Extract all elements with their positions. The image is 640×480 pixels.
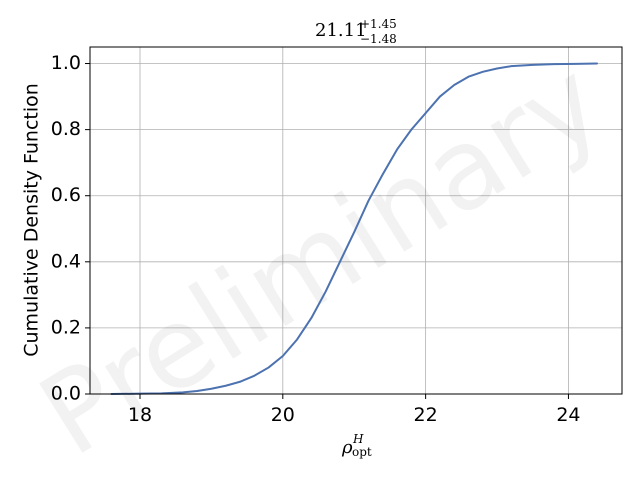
x-ticks: 18 20 22 24 — [128, 394, 581, 426]
y-tick-label: 0.6 — [51, 184, 81, 206]
title-base: 21.11 — [315, 20, 367, 41]
y-tick-label: 0.8 — [51, 118, 81, 140]
axes-frame — [89, 46, 623, 395]
plot-area — [90, 47, 622, 394]
x-tick-label: 20 — [271, 404, 295, 426]
title-upper: +1.45 — [360, 17, 397, 31]
xlabel-base: ρ — [341, 437, 353, 458]
x-tick-label: 18 — [128, 404, 152, 426]
title-lower: −1.48 — [360, 32, 397, 46]
x-axis-label: ρ H opt — [341, 432, 372, 459]
y-axis-label: Cumulative Density Function — [21, 83, 43, 357]
y-tick-label: 1.0 — [51, 52, 81, 74]
y-tick-label: 0.0 — [51, 383, 81, 405]
grid — [90, 47, 622, 395]
y-tick-label: 0.2 — [51, 316, 81, 338]
xlabel-sup: H — [352, 432, 364, 446]
x-tick-label: 22 — [414, 404, 438, 426]
cdf-line — [110, 62, 599, 395]
y-ticks: 0.0 0.2 0.4 0.6 0.8 1.0 — [51, 52, 90, 405]
y-tick-label: 0.4 — [51, 250, 81, 272]
xlabel-sub: opt — [352, 445, 372, 459]
chart-title: 21.11 +1.45 −1.48 — [315, 17, 397, 46]
x-tick-label: 24 — [556, 404, 580, 426]
